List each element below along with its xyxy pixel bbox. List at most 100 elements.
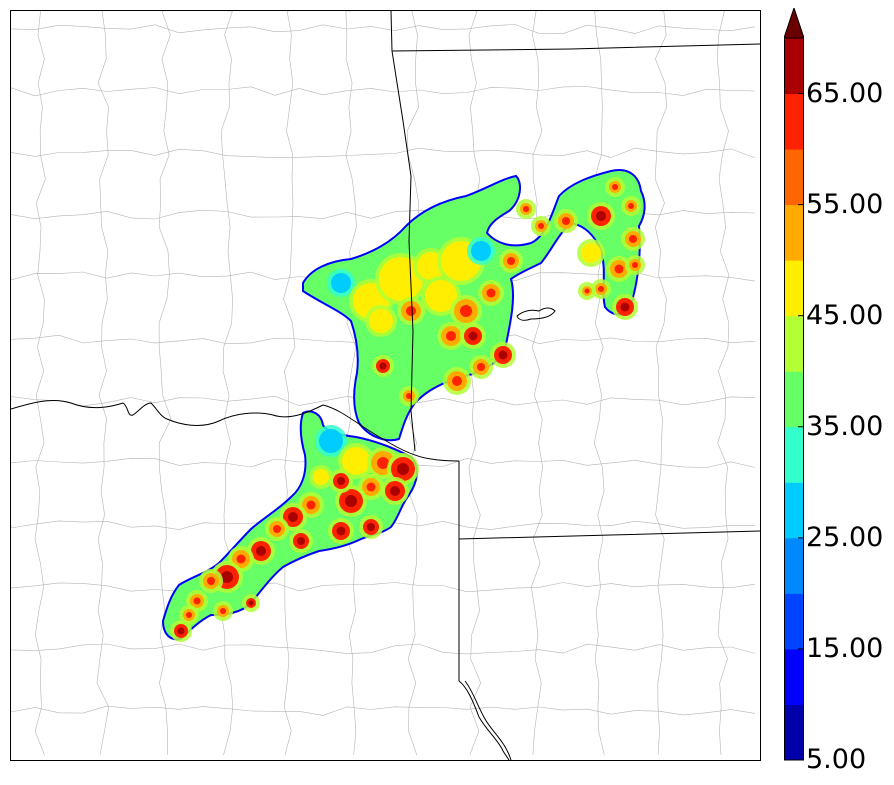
county-line	[345, 11, 357, 756]
colorbar-tick-label: 45.00	[806, 299, 884, 331]
reflectivity-cell-core	[397, 463, 409, 475]
reflectivity-cell-core	[507, 257, 515, 265]
reflectivity-cell-core	[193, 597, 201, 605]
county-line	[11, 147, 756, 159]
colorbar-bin	[784, 426, 804, 483]
reflectivity-cell-core	[477, 363, 485, 371]
reflectivity-cell-core	[460, 305, 472, 317]
colorbar-bin	[784, 260, 804, 317]
county-line	[283, 11, 296, 756]
county-line	[96, 11, 110, 756]
colorbar	[784, 8, 804, 761]
reflectivity-cell-core	[628, 203, 634, 209]
colorbar-bin	[784, 149, 804, 206]
lake-outline	[516, 307, 556, 321]
colorbar-bin	[784, 704, 804, 761]
colorbar-bin	[784, 371, 804, 428]
county-line	[11, 643, 756, 655]
county-line	[593, 11, 605, 756]
colorbar-bin	[784, 593, 804, 650]
reflectivity-cell-core	[256, 546, 266, 556]
reflectivity-cell-core	[236, 554, 246, 564]
reflectivity-cell-core	[367, 523, 375, 531]
county-line	[11, 24, 756, 35]
reflectivity-cell-core	[596, 211, 606, 221]
county-line	[34, 11, 46, 756]
reflectivity-cell-core	[337, 477, 345, 485]
colorbar-bin	[784, 315, 804, 372]
reflectivity-cell-core	[221, 571, 233, 583]
reflectivity-cell-core	[406, 306, 416, 316]
reflectivity-cell-core	[273, 525, 281, 533]
county-line	[530, 11, 543, 756]
colorbar-bin	[784, 204, 804, 261]
colorbar-extend-arrow	[784, 8, 804, 39]
reflectivity-cell-core	[620, 302, 630, 312]
reflectivity-cell-core	[614, 264, 624, 274]
colorbar-border	[784, 37, 804, 761]
reflectivity-cell-core	[498, 350, 508, 360]
reflectivity-cell-core	[584, 288, 590, 294]
map-canvas	[11, 11, 760, 760]
colorbar-bin	[784, 38, 804, 95]
colorbar-tick-label: 65.00	[806, 77, 884, 109]
reflectivity-cell-core	[632, 262, 638, 268]
reflectivity-cell-core	[629, 235, 637, 243]
reflectivity-cell-core	[345, 495, 357, 507]
reflectivity-cell-core	[446, 331, 456, 341]
county-line	[158, 11, 172, 756]
county-line	[11, 705, 756, 716]
reflectivity-cell-core	[306, 500, 316, 510]
reflectivity-cell-core	[336, 526, 346, 536]
reflectivity-cell	[369, 309, 393, 333]
state-line-top	[391, 43, 760, 52]
river-boundary	[11, 400, 460, 462]
reflectivity-cell-core	[248, 600, 254, 606]
colorbar-bin	[784, 648, 804, 705]
reflectivity-cell-core	[379, 362, 387, 370]
reflectivity-cell-core	[538, 223, 544, 229]
reflectivity-cell-core	[468, 331, 478, 341]
reflectivity-cell-core	[177, 627, 185, 635]
county-line	[654, 11, 668, 756]
reflectivity-cell-core	[612, 184, 618, 190]
colorbar-bin	[784, 482, 804, 539]
reflectivity-cell-core	[207, 577, 215, 585]
colorbar-tick-label: 5.00	[806, 744, 867, 775]
reflectivity-cell	[581, 243, 601, 263]
county-line	[716, 11, 730, 756]
reflectivity-cell	[425, 280, 457, 312]
colorbar-tick-label: 55.00	[806, 188, 884, 220]
reflectivity-cell-core	[366, 482, 376, 492]
river-southeast	[458, 680, 510, 760]
colorbar-bin	[784, 537, 804, 594]
reflectivity-cell	[331, 273, 351, 293]
reflectivity-cell-core	[486, 288, 496, 298]
reflectivity-cells	[170, 177, 645, 642]
reflectivity-cell-core	[288, 512, 298, 522]
map-panel	[10, 10, 761, 761]
reflectivity-cell-core	[377, 457, 389, 469]
reflectivity-cell-core	[598, 286, 604, 292]
reflectivity-cell-core	[390, 486, 400, 496]
colorbar-tick-label: 35.00	[806, 410, 884, 442]
reflectivity-cell	[319, 429, 343, 453]
county-boundaries	[11, 11, 756, 756]
reflectivity-cell-core	[220, 608, 226, 614]
reflectivity-cell-core	[562, 217, 570, 225]
county-line	[220, 11, 234, 756]
colorbar-tick-label: 25.00	[806, 521, 884, 553]
reflectivity-cell	[379, 257, 423, 301]
county-line	[11, 86, 756, 97]
reflectivity-cell-core	[406, 393, 412, 399]
colorbar-bin	[784, 93, 804, 150]
state-line-vertical-north	[390, 11, 416, 452]
reflectivity-cell	[342, 447, 370, 475]
reflectivity-cell	[313, 469, 329, 485]
state-line-east	[458, 461, 760, 540]
reflectivity-field	[161, 169, 646, 642]
reflectivity-cell	[471, 241, 491, 261]
state-boundaries	[11, 11, 760, 760]
river-southeast-2	[464, 680, 512, 760]
county-line	[11, 582, 756, 593]
